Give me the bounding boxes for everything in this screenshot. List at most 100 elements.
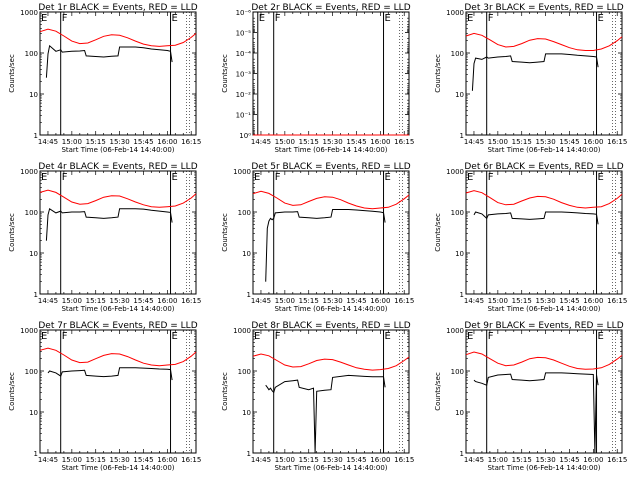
plot-frame: [252, 170, 410, 295]
x-tick-label: 14:45: [38, 297, 58, 305]
x-tick-label: 16:00: [583, 138, 603, 146]
lld-rate-line: [39, 189, 197, 208]
event-rate-line: [47, 367, 173, 381]
lld-rate-line: [252, 190, 410, 210]
y-tick-label: 100: [451, 368, 464, 376]
event-marker-label: E: [41, 172, 47, 183]
lld-rate-line: [465, 190, 623, 209]
y-tick-label: 100: [238, 209, 251, 217]
panel-title: Det 6r BLACK = Events, RED = LLD: [464, 162, 623, 172]
x-tick-label: 16:00: [157, 297, 177, 305]
y-axis-label: Counts/sec: [8, 372, 16, 411]
detector-panel: Det 9r BLACK = Events, RED = LLD Counts/s…: [434, 321, 627, 472]
y-tick-label: 10: [455, 409, 464, 417]
x-tick-label: 15:15: [512, 297, 532, 305]
lld-rate-line: [465, 351, 623, 370]
x-tick-label: 15:30: [322, 138, 342, 146]
y-tick-label: 1: [460, 291, 464, 299]
event-marker-label: E: [467, 172, 473, 183]
detector-panel: Det 1r BLACK = Events, RED = LLD Counts/s…: [8, 3, 201, 154]
x-tick-label: 15:45: [133, 297, 153, 305]
x-tick-label: 15:30: [535, 297, 555, 305]
x-tick-label: 15:00: [488, 297, 508, 305]
y-tick-label: 100: [25, 50, 38, 58]
y-axis-label: Counts/sec: [434, 372, 442, 411]
plot-frame: [252, 11, 410, 136]
x-tick-label: 15:30: [109, 138, 129, 146]
x-tick-label: 16:15: [394, 138, 414, 146]
x-tick-label: 15:45: [133, 456, 153, 464]
event-marker-label: E: [598, 172, 604, 183]
x-tick-label: 15:00: [488, 138, 508, 146]
y-tick-label: 1: [34, 450, 38, 458]
y-tick-label: 10⁻⁴: [236, 50, 252, 58]
panel-title: Det 8r BLACK = Events, RED = LLD: [251, 321, 410, 331]
y-tick-label: 1: [247, 450, 251, 458]
x-tick-label: 14:45: [38, 138, 58, 146]
event-marker-label: E: [254, 331, 260, 342]
y-tick-label: 100: [25, 368, 38, 376]
y-tick-label: 10: [242, 250, 251, 258]
x-tick-label: 16:15: [181, 138, 201, 146]
y-axis-label: Counts/sec: [221, 54, 229, 93]
y-tick-label: 10⁻⁵: [236, 30, 252, 38]
x-tick-label: 14:45: [464, 297, 484, 305]
detector-panel: Det 4r BLACK = Events, RED = LLD Counts/s…: [8, 162, 201, 313]
y-axis-label: Counts/sec: [8, 54, 16, 93]
y-axis-label: Counts/sec: [434, 213, 442, 252]
event-marker-label: E: [385, 13, 391, 24]
x-tick-label: 15:15: [512, 138, 532, 146]
detector-panel: Det 3r BLACK = Events, RED = LLD Counts/s…: [434, 3, 627, 154]
y-tick-label: 1: [247, 291, 251, 299]
detector-panel: Det 2r BLACK = Events, RED = LLD Counts/s…: [221, 3, 414, 154]
panel-title: Det 5r BLACK = Events, RED = LLD: [251, 162, 410, 172]
x-tick-label: 15:45: [559, 297, 579, 305]
x-tick-label: 16:15: [394, 297, 414, 305]
x-tick-label: 16:15: [607, 138, 627, 146]
x-tick-label: 15:00: [275, 297, 295, 305]
event-marker-label: F: [62, 172, 68, 183]
x-tick-label: 16:00: [370, 456, 390, 464]
event-marker-label: F: [488, 13, 494, 24]
x-tick-label: 15:15: [299, 297, 319, 305]
plot-frame: [465, 11, 623, 136]
x-tick-label: 15:15: [299, 456, 319, 464]
y-tick-label: 10: [455, 250, 464, 258]
y-tick-label: 10: [29, 250, 38, 258]
lld-rate-line: [465, 32, 623, 51]
x-tick-label: 15:45: [346, 297, 366, 305]
y-tick-label: 1000: [233, 168, 251, 176]
event-marker-label: F: [62, 331, 68, 342]
x-tick-label: 16:15: [607, 297, 627, 305]
y-tick-label: 10⁰: [239, 132, 251, 140]
event-marker-label: E: [172, 13, 178, 24]
x-tick-label: 16:15: [181, 456, 201, 464]
plot-frame: [39, 11, 197, 136]
lld-rate-line: [252, 353, 410, 371]
plot-frame: [465, 170, 623, 295]
y-tick-label: 100: [25, 209, 38, 217]
x-tick-label: 15:15: [299, 138, 319, 146]
x-tick-label: 14:45: [251, 138, 271, 146]
y-tick-label: 1: [34, 291, 38, 299]
x-tick-label: 16:00: [583, 456, 603, 464]
x-tick-label: 15:00: [62, 456, 82, 464]
y-tick-label: 1000: [20, 9, 38, 17]
x-tick-label: 15:30: [109, 297, 129, 305]
x-tick-label: 15:00: [62, 297, 82, 305]
x-tick-label: 15:15: [86, 297, 106, 305]
x-tick-label: 16:15: [181, 297, 201, 305]
event-rate-line: [45, 44, 173, 78]
x-tick-label: 16:00: [370, 297, 390, 305]
x-axis-label: Start Time (06-Feb-14 14:40:00): [61, 146, 174, 154]
lld-rate-line: [39, 28, 197, 47]
x-tick-label: 15:30: [535, 456, 555, 464]
y-tick-label: 1: [34, 132, 38, 140]
panel-title: Det 7r BLACK = Events, RED = LLD: [38, 321, 197, 331]
panel-title: Det 3r BLACK = Events, RED = LLD: [464, 3, 623, 13]
x-tick-label: 15:30: [535, 138, 555, 146]
x-tick-label: 16:15: [394, 456, 414, 464]
x-tick-label: 16:00: [583, 297, 603, 305]
y-axis-label: Counts/sec: [8, 213, 16, 252]
